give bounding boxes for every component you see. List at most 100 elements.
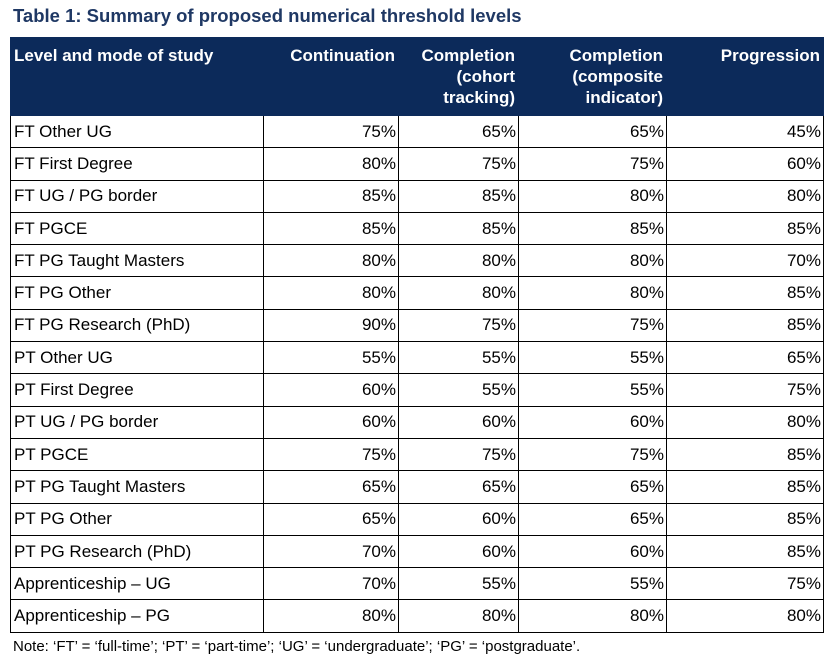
value-cell: 80%	[666, 179, 824, 213]
value-cell: 65%	[263, 502, 399, 536]
value-cell: 80%	[263, 244, 399, 278]
value-cell: 85%	[398, 211, 519, 246]
value-cell: 65%	[398, 114, 519, 149]
value-cell: 55%	[398, 341, 519, 375]
table-title: Table 1: Summary of proposed numerical t…	[13, 5, 522, 26]
value-cell: 75%	[518, 308, 667, 343]
header-line: (composite	[572, 67, 663, 86]
value-cell: 75%	[518, 437, 667, 472]
table-row: FT UG / PG border 85% 85% 80% 80%	[10, 179, 824, 213]
header-line: Completion	[421, 46, 516, 65]
value-cell: 80%	[518, 599, 667, 633]
value-cell: 80%	[518, 179, 667, 213]
value-cell: 85%	[398, 179, 519, 213]
header-line: tracking)	[443, 88, 515, 107]
value-cell: 60%	[398, 405, 519, 439]
header-line: Progression	[720, 46, 820, 65]
header-row: Level and mode of study Continuation Com…	[10, 37, 824, 116]
table-row: FT PG Other 80% 80% 80% 85%	[10, 276, 824, 310]
value-cell: 85%	[518, 211, 667, 246]
row-label-cell: Apprenticeship – UG	[10, 567, 264, 601]
table-row: PT UG / PG border 60% 60% 60% 80%	[10, 405, 824, 439]
header-continuation: Continuation	[263, 37, 399, 116]
table-row: FT PGCE 85% 85% 85% 85%	[10, 211, 824, 246]
value-cell: 60%	[666, 147, 824, 181]
value-cell: 65%	[263, 470, 399, 504]
value-cell: 85%	[666, 276, 824, 310]
value-cell: 70%	[666, 244, 824, 278]
value-cell: 55%	[263, 341, 399, 375]
row-label-cell: Apprenticeship – PG	[10, 599, 264, 633]
row-label-cell: FT UG / PG border	[10, 179, 264, 213]
value-cell: 60%	[263, 373, 399, 407]
value-cell: 75%	[263, 114, 399, 149]
value-cell: 65%	[518, 470, 667, 504]
value-cell: 75%	[263, 437, 399, 472]
value-cell: 80%	[263, 276, 399, 310]
value-cell: 90%	[263, 308, 399, 343]
value-cell: 65%	[398, 470, 519, 504]
table-row: PT PG Other 65% 60% 65% 85%	[10, 502, 824, 536]
header-line: indicator)	[585, 88, 663, 107]
header-line: (cohort	[456, 67, 515, 86]
table-row: PT First Degree 60% 55% 55% 75%	[10, 373, 824, 407]
value-cell: 60%	[263, 405, 399, 439]
row-label-cell: PT First Degree	[10, 373, 264, 407]
value-cell: 70%	[263, 534, 399, 569]
value-cell: 60%	[398, 502, 519, 536]
value-cell: 85%	[666, 502, 824, 536]
table-row: FT PG Taught Masters 80% 80% 80% 70%	[10, 244, 824, 278]
value-cell: 80%	[666, 599, 824, 633]
value-cell: 75%	[398, 147, 519, 181]
value-cell: 45%	[666, 114, 824, 149]
value-cell: 60%	[518, 405, 667, 439]
threshold-table: Level and mode of study Continuation Com…	[10, 37, 824, 633]
value-cell: 80%	[398, 276, 519, 310]
value-cell: 65%	[518, 502, 667, 536]
row-label-cell: FT PG Research (PhD)	[10, 308, 264, 343]
value-cell: 65%	[518, 114, 667, 149]
value-cell: 80%	[518, 244, 667, 278]
value-cell: 55%	[518, 567, 667, 601]
row-label-cell: FT First Degree	[10, 147, 264, 181]
header-line: Completion	[569, 46, 664, 65]
value-cell: 55%	[518, 341, 667, 375]
value-cell: 80%	[518, 276, 667, 310]
row-label-cell: PT PG Other	[10, 502, 264, 536]
table-row: FT Other UG 75% 65% 65% 45%	[10, 114, 824, 149]
row-label-cell: FT PGCE	[10, 211, 264, 246]
row-label-cell: PT PG Research (PhD)	[10, 534, 264, 569]
row-label-cell: FT PG Other	[10, 276, 264, 310]
row-label-cell: FT Other UG	[10, 114, 264, 149]
table-row: PT Other UG 55% 55% 55% 65%	[10, 341, 824, 375]
table-row: PT PG Taught Masters 65% 65% 65% 85%	[10, 470, 824, 504]
value-cell: 75%	[398, 437, 519, 472]
table-row: Apprenticeship – PG 80% 80% 80% 80%	[10, 599, 824, 633]
header-completion-composite: Completion (composite indicator)	[518, 37, 667, 116]
table-row: PT PG Research (PhD) 70% 60% 60% 85%	[10, 534, 824, 569]
row-label-cell: PT UG / PG border	[10, 405, 264, 439]
value-cell: 85%	[666, 470, 824, 504]
value-cell: 70%	[263, 567, 399, 601]
table-row: FT PG Research (PhD) 90% 75% 75% 85%	[10, 308, 824, 343]
value-cell: 85%	[263, 211, 399, 246]
value-cell: 65%	[666, 341, 824, 375]
value-cell: 75%	[666, 373, 824, 407]
table-row: PT PGCE 75% 75% 75% 85%	[10, 437, 824, 472]
value-cell: 80%	[398, 599, 519, 633]
value-cell: 80%	[398, 244, 519, 278]
value-cell: 55%	[518, 373, 667, 407]
value-cell: 55%	[398, 567, 519, 601]
header-line: Level and mode of study	[14, 46, 214, 65]
header-completion-cohort: Completion (cohort tracking)	[398, 37, 519, 116]
table-note: Note: ‘FT’ = ‘full-time’; ‘PT’ = ‘part-t…	[13, 638, 581, 655]
header-progression: Progression	[666, 37, 824, 116]
row-label-cell: PT PG Taught Masters	[10, 470, 264, 504]
table-row: FT First Degree 80% 75% 75% 60%	[10, 147, 824, 181]
row-label-cell: PT Other UG	[10, 341, 264, 375]
value-cell: 75%	[666, 567, 824, 601]
value-cell: 85%	[263, 179, 399, 213]
row-label-cell: FT PG Taught Masters	[10, 244, 264, 278]
value-cell: 75%	[518, 147, 667, 181]
value-cell: 75%	[398, 308, 519, 343]
